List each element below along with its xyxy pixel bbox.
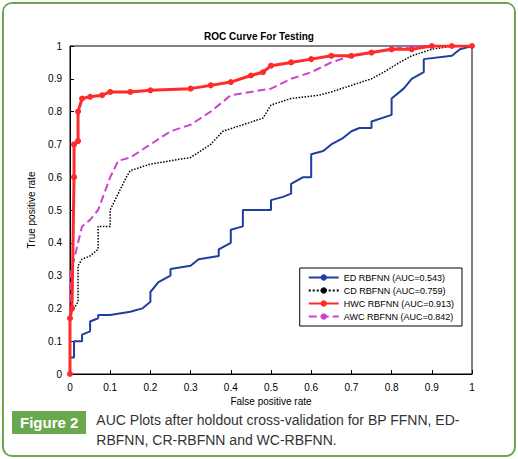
- svg-text:0.8: 0.8: [385, 382, 399, 393]
- svg-text:0.1: 0.1: [103, 382, 117, 393]
- svg-text:1: 1: [56, 41, 62, 52]
- svg-text:ROC Curve For Testing: ROC Curve For Testing: [204, 31, 314, 42]
- svg-text:0.5: 0.5: [48, 205, 62, 216]
- svg-text:0.5: 0.5: [264, 382, 278, 393]
- svg-text:0.7: 0.7: [48, 139, 62, 150]
- svg-text:0.9: 0.9: [425, 382, 439, 393]
- svg-text:0.4: 0.4: [224, 382, 238, 393]
- svg-text:0.4: 0.4: [48, 237, 62, 248]
- svg-text:0: 0: [56, 369, 62, 380]
- svg-text:HWC RBFNN (AUC=0.913): HWC RBFNN (AUC=0.913): [344, 299, 454, 309]
- svg-text:0.8: 0.8: [48, 106, 62, 117]
- svg-text:0.7: 0.7: [344, 382, 358, 393]
- html-text:AUC Plots after holdout cross-: AUC Plots after holdout cross-validation…: [96, 412, 460, 448]
- svg-text:CD RBFNN (AUC=0.759): CD RBFNN (AUC=0.759): [344, 286, 446, 296]
- svg-text:0.1: 0.1: [48, 336, 62, 347]
- svg-text:0.6: 0.6: [304, 382, 318, 393]
- svg-text:False positive rate: False positive rate: [230, 396, 312, 407]
- svg-text:0.3: 0.3: [184, 382, 198, 393]
- svg-text:0.6: 0.6: [48, 172, 62, 183]
- svg-text:0: 0: [67, 382, 73, 393]
- svg-text:AWC RBFNN (AUC=0.842): AWC RBFNN (AUC=0.842): [344, 312, 453, 322]
- svg-text:1: 1: [469, 382, 475, 393]
- svg-text:0.3: 0.3: [48, 270, 62, 281]
- svg-text:ED RBFNN (AUC=0.543): ED RBFNN (AUC=0.543): [344, 273, 445, 283]
- svg-text:0.2: 0.2: [48, 303, 62, 314]
- svg-text:0.9: 0.9: [48, 73, 62, 84]
- html-text:Figure 2: Figure 2: [20, 414, 79, 431]
- svg-text:True positive rate: True positive rate: [26, 171, 37, 248]
- svg-text:0.2: 0.2: [143, 382, 157, 393]
